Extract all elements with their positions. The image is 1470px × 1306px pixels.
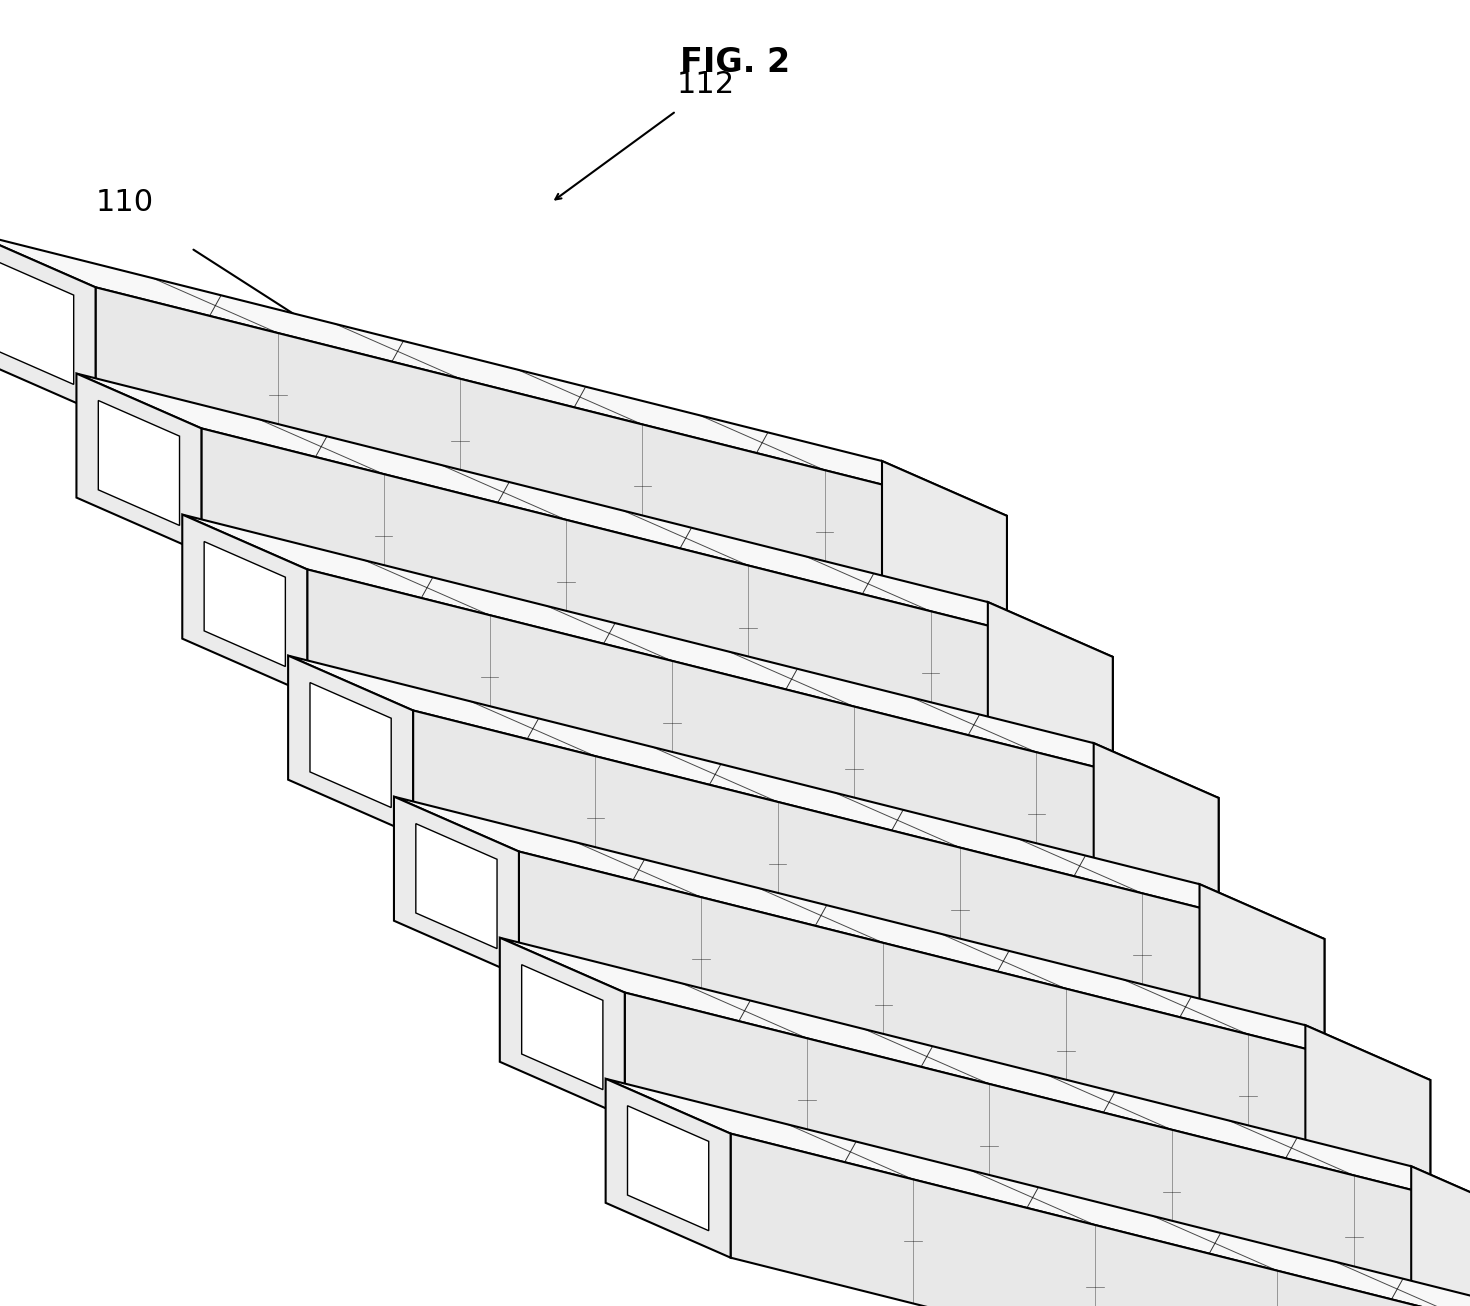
Polygon shape <box>519 852 1430 1204</box>
Polygon shape <box>1411 1166 1470 1306</box>
Polygon shape <box>413 710 1324 1063</box>
Text: 110: 110 <box>96 188 154 217</box>
Polygon shape <box>288 656 1324 939</box>
Polygon shape <box>394 797 1430 1080</box>
Polygon shape <box>500 938 625 1117</box>
Polygon shape <box>76 374 201 552</box>
Polygon shape <box>204 542 285 666</box>
Text: 112: 112 <box>676 71 735 99</box>
Polygon shape <box>1305 1025 1430 1204</box>
Polygon shape <box>882 461 1007 640</box>
Polygon shape <box>1094 743 1219 922</box>
Polygon shape <box>182 515 1219 798</box>
Polygon shape <box>394 797 519 976</box>
Polygon shape <box>0 260 74 384</box>
Polygon shape <box>500 938 1470 1221</box>
Polygon shape <box>98 401 179 525</box>
Polygon shape <box>606 1079 1470 1306</box>
Polygon shape <box>522 965 603 1089</box>
Polygon shape <box>625 993 1470 1306</box>
Polygon shape <box>96 287 1007 640</box>
Polygon shape <box>416 824 497 948</box>
Polygon shape <box>307 569 1219 922</box>
Polygon shape <box>182 515 307 693</box>
Polygon shape <box>606 1079 731 1258</box>
Polygon shape <box>201 428 1113 781</box>
Polygon shape <box>288 656 413 835</box>
Text: FIG. 2: FIG. 2 <box>681 46 789 78</box>
Polygon shape <box>76 374 1113 657</box>
Polygon shape <box>310 683 391 807</box>
Polygon shape <box>628 1106 709 1230</box>
Polygon shape <box>731 1134 1470 1306</box>
Polygon shape <box>0 232 96 411</box>
Polygon shape <box>1200 884 1324 1063</box>
Polygon shape <box>988 602 1113 781</box>
Text: 112: 112 <box>360 390 419 419</box>
Text: 112: 112 <box>639 658 698 687</box>
Polygon shape <box>0 232 1007 516</box>
